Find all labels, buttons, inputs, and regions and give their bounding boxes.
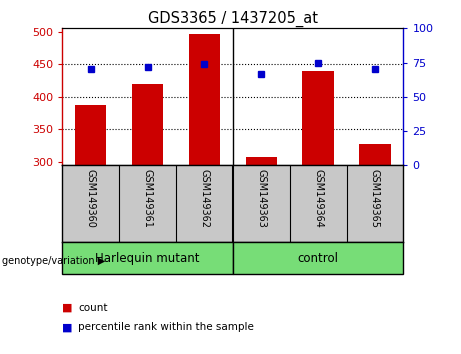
Text: percentile rank within the sample: percentile rank within the sample	[78, 322, 254, 332]
Bar	[75, 105, 106, 165]
Text: GSM149363: GSM149363	[256, 169, 266, 228]
Bar	[246, 157, 277, 165]
Text: GSM149365: GSM149365	[370, 169, 380, 228]
Bar	[233, 242, 403, 274]
Text: GSM149360: GSM149360	[86, 169, 96, 228]
Text: control: control	[298, 252, 338, 265]
Text: GSM149362: GSM149362	[199, 169, 209, 228]
Text: ■: ■	[62, 303, 73, 313]
Bar	[302, 71, 334, 165]
Text: Harlequin mutant: Harlequin mutant	[95, 252, 200, 265]
Bar	[359, 144, 390, 165]
Bar	[62, 242, 233, 274]
Title: GDS3365 / 1437205_at: GDS3365 / 1437205_at	[148, 11, 318, 27]
Text: GSM149364: GSM149364	[313, 169, 323, 228]
Bar	[189, 34, 220, 165]
Text: GSM149361: GSM149361	[142, 169, 153, 228]
Bar	[132, 84, 163, 165]
Text: count: count	[78, 303, 108, 313]
Text: genotype/variation ▶: genotype/variation ▶	[2, 256, 106, 266]
Text: ■: ■	[62, 322, 73, 332]
